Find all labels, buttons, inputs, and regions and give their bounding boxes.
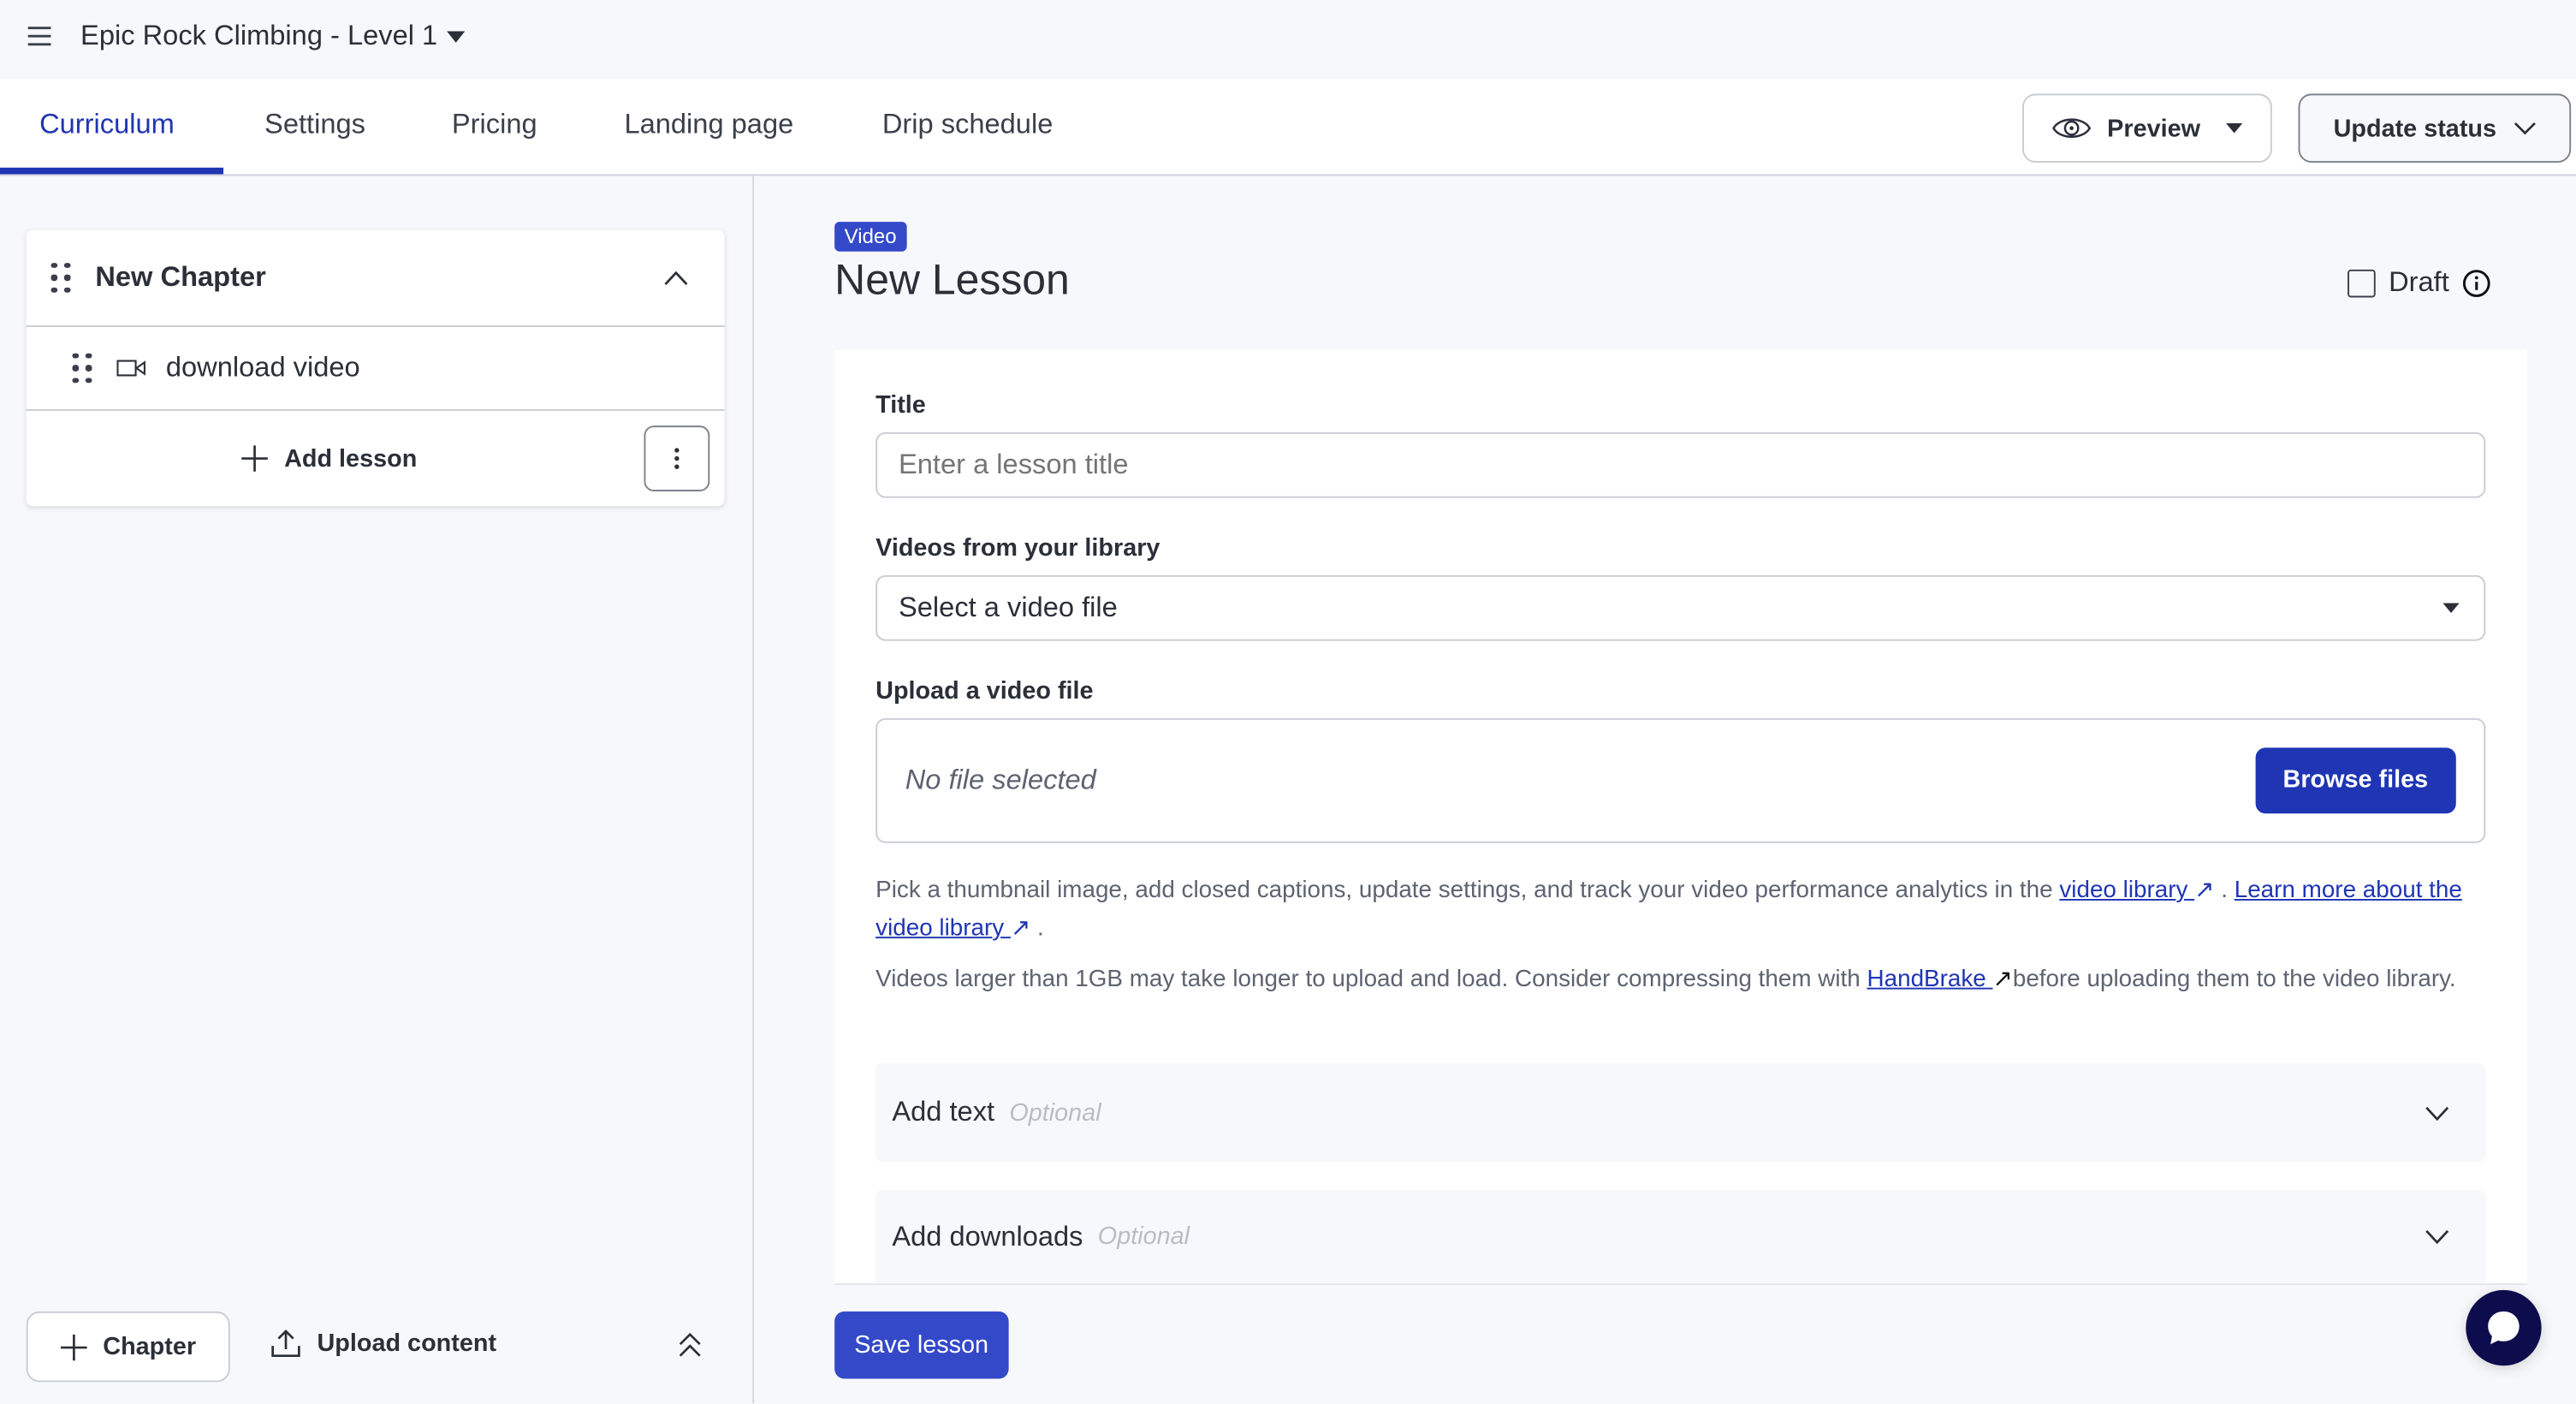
optional-label: Optional [1009,1098,1101,1127]
handbrake-link[interactable]: HandBrake [1867,966,1993,993]
lesson-type-badge: Video [834,222,907,252]
tab-bar: Curriculum Settings Pricing Landing page… [0,79,2576,176]
caret-down-icon [2226,122,2243,134]
menu-icon[interactable] [27,27,51,46]
caret-down-icon [2442,603,2460,614]
info-icon[interactable] [2462,269,2490,297]
lesson-title: download video [165,351,360,384]
help-text: . [2214,878,2235,904]
draft-label: Draft [2389,265,2449,298]
drag-handle-icon[interactable] [50,262,71,294]
upload-content-button[interactable]: Upload content [271,1328,496,1358]
no-file-text: No file selected [905,764,1096,796]
add-downloads-accordion[interactable]: Add downloads Optional [875,1189,2486,1284]
lesson-item[interactable]: download video [26,327,725,411]
upload-icon [271,1329,300,1358]
more-options-button[interactable] [644,425,710,491]
preview-label: Preview [2107,114,2201,143]
tab-landing-page[interactable]: Landing page [624,108,794,140]
drag-handle-icon[interactable] [72,353,92,384]
learn-more-link[interactable]: Learn more about the video library [875,878,2462,942]
draft-checkbox[interactable] [2347,268,2376,297]
chapter-header[interactable]: New Chapter [26,230,725,328]
help-text: Videos larger than 1GB may take longer t… [875,966,1867,993]
library-label: Videos from your library [875,533,1160,562]
tab-settings[interactable]: Settings [264,108,365,140]
help-text: Pick a thumbnail image, add closed capti… [875,878,2060,904]
top-bar: Epic Rock Climbing - Level 1 [0,0,2576,80]
add-downloads-label: Add downloads [892,1220,1083,1252]
add-lesson-row: Add lesson [27,411,725,506]
chevron-down-icon [2425,1105,2449,1121]
plus-icon [241,445,268,472]
add-chapter-label: Chapter [103,1332,197,1361]
chevron-down-icon [2425,1229,2449,1245]
upload-dropzone[interactable]: No file selected Browse files [875,717,2486,843]
video-icon [116,360,145,377]
browse-files-button[interactable]: Browse files [2254,747,2456,814]
course-selector[interactable]: Epic Rock Climbing - Level 1 [80,20,466,52]
external-link-icon: ↗ [2194,878,2215,904]
help-text: before uploading them to the video libra… [2012,966,2456,993]
optional-label: Optional [1097,1223,1190,1251]
help-text: . [1030,915,1044,942]
video-library-select[interactable]: Select a video file [875,574,2486,641]
external-link-icon: ↗ [1010,915,1031,942]
chat-bubble-icon [2488,1311,2520,1345]
chapter-title: New Chapter [95,261,266,293]
add-text-label: Add text [892,1096,995,1127]
tab-drip-schedule[interactable]: Drip schedule [881,108,1054,140]
draft-toggle: Draft [2347,266,2490,299]
size-help-text: Videos larger than 1GB may take longer t… [875,961,2502,999]
chat-button[interactable] [2466,1289,2542,1366]
video-library-selected: Select a video file [899,592,1118,623]
course-title: Epic Rock Climbing - Level 1 [80,20,438,51]
chevron-up-icon[interactable] [664,270,689,285]
more-vertical-icon [674,448,680,469]
plus-icon [60,1333,87,1360]
preview-button[interactable]: Preview [2022,93,2272,164]
video-library-link[interactable]: video library [2059,878,2195,904]
active-tab-indicator [0,167,224,175]
update-status-button[interactable]: Update status [2298,93,2572,164]
upload-content-label: Upload content [317,1328,497,1357]
panel-divider [752,176,755,1404]
external-link-icon: ↗ [1992,966,2013,993]
chapter-card: New Chapter download video Add lesson [26,229,725,507]
form-bottom-border [834,1283,2527,1286]
add-chapter-button[interactable]: Chapter [26,1311,230,1383]
save-lesson-button[interactable]: Save lesson [834,1311,1009,1379]
tab-pricing[interactable]: Pricing [451,108,537,140]
chevron-down-icon [2514,122,2536,135]
title-input[interactable] [875,431,2486,498]
collapse-up-icon[interactable] [677,1331,703,1358]
library-help-text: Pick a thumbnail image, add closed capti… [875,872,2502,948]
eye-icon [2051,118,2091,139]
tab-curriculum[interactable]: Curriculum [39,108,175,140]
caret-down-icon [447,30,466,42]
lesson-form: Title Videos from your library Select a … [834,349,2527,1284]
add-text-accordion[interactable]: Add text Optional [875,1062,2486,1163]
upload-label: Upload a video file [875,676,1094,705]
lesson-heading: New Lesson [834,254,1070,305]
update-status-label: Update status [2333,114,2497,143]
add-lesson-button[interactable]: Add lesson [241,444,417,473]
add-lesson-label: Add lesson [284,444,418,473]
title-label: Title [875,390,926,419]
